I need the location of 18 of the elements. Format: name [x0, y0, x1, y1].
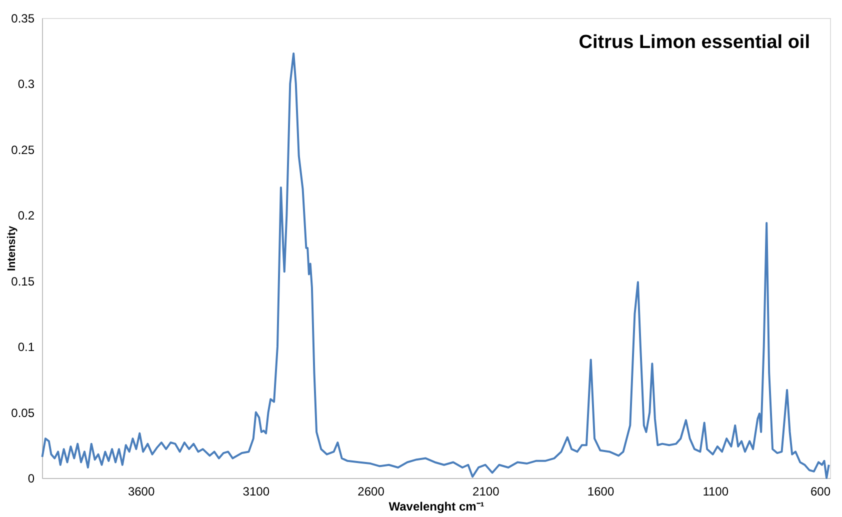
- x-tick-label: 1600: [587, 484, 614, 498]
- x-tick-label: 1100: [702, 484, 729, 498]
- x-tick-label: 2100: [472, 484, 500, 498]
- x-tick-label: 3100: [242, 484, 270, 498]
- y-tick-label: 0.35: [11, 12, 35, 26]
- y-tick-label: 0.1: [18, 340, 35, 354]
- x-tick-label: 2600: [358, 484, 385, 498]
- y-tick-label: 0: [28, 472, 35, 486]
- x-tick-label: 3600: [128, 484, 155, 498]
- y-tick-label: 0.3: [18, 77, 35, 92]
- y-tick-label: 0.2: [18, 208, 35, 223]
- y-tick-label: 0.15: [11, 274, 35, 288]
- y-tick-label: 0.25: [11, 142, 35, 157]
- x-tick-label: 600: [810, 484, 831, 498]
- y-tick-label: 0.05: [11, 406, 35, 420]
- x-axis-title: Wavelenght cm⁻¹: [388, 500, 484, 514]
- y-axis-title: Intensity: [6, 225, 18, 272]
- text: Citrus Limon essential oil: [578, 32, 810, 53]
